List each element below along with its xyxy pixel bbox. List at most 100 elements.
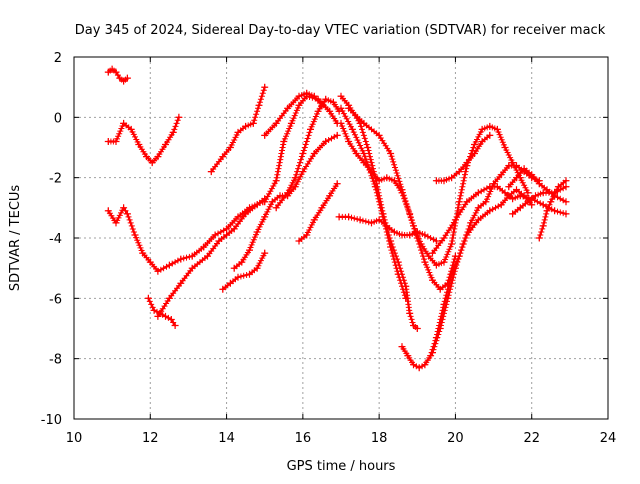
- data-point: [524, 189, 532, 197]
- data-point: [429, 249, 436, 257]
- data-point: [104, 138, 112, 145]
- y-tick-label: 0: [54, 111, 62, 126]
- data-point: [387, 150, 395, 157]
- data-point: [314, 95, 322, 103]
- data-point: [280, 138, 288, 145]
- data-point: [272, 119, 280, 127]
- plot-frame: [73, 56, 609, 420]
- data-point: [120, 119, 128, 127]
- data-point: [246, 270, 253, 278]
- data-point: [162, 312, 169, 320]
- data-point: [562, 198, 570, 206]
- data-point: [474, 189, 482, 197]
- data-point: [436, 325, 444, 332]
- data-point: [509, 195, 517, 203]
- data-point: [547, 198, 555, 206]
- data-point: [337, 92, 345, 100]
- data-point: [421, 231, 429, 239]
- data-point: [150, 306, 158, 314]
- x-tick-label: 18: [371, 431, 388, 446]
- data-point: [299, 150, 307, 157]
- data-point: [261, 249, 269, 257]
- series-arc-2: [104, 113, 183, 167]
- data-point: [551, 207, 559, 215]
- data-point: [387, 243, 395, 251]
- data-point: [120, 77, 128, 85]
- series-markers: [154, 195, 268, 320]
- series-arc-12: [295, 180, 341, 245]
- series-arc-9: [261, 89, 326, 139]
- x-tick-label: 12: [142, 431, 159, 446]
- data-point: [352, 150, 360, 157]
- data-point: [532, 192, 539, 200]
- data-point: [335, 213, 343, 221]
- series-arc-5: [154, 195, 269, 320]
- data-point: [211, 231, 219, 239]
- data-point: [390, 177, 398, 185]
- data-point: [253, 228, 261, 236]
- data-point: [562, 210, 570, 218]
- data-point: [410, 361, 417, 369]
- data-point: [249, 119, 257, 127]
- series-line: [107, 200, 264, 273]
- data-point: [326, 192, 334, 200]
- series-arc-15: [337, 119, 459, 293]
- data-point: [448, 240, 456, 248]
- data-point: [310, 150, 318, 157]
- data-point: [383, 174, 391, 182]
- data-point: [493, 183, 501, 191]
- data-point: [455, 198, 463, 206]
- data-point: [444, 294, 452, 302]
- data-point: [440, 177, 448, 185]
- data-point: [474, 204, 482, 212]
- data-point: [226, 144, 234, 151]
- data-point: [219, 285, 227, 293]
- data-point: [188, 264, 196, 272]
- data-point: [165, 261, 173, 269]
- data-point: [215, 237, 223, 245]
- data-point: [410, 222, 417, 230]
- data-point: [108, 65, 116, 73]
- data-point: [440, 234, 448, 242]
- data-point: [371, 183, 379, 191]
- data-point: [509, 210, 517, 218]
- series-arc-11: [272, 95, 343, 212]
- data-point: [104, 207, 112, 215]
- data-point: [432, 261, 440, 269]
- data-point: [432, 237, 440, 245]
- data-point: [219, 153, 227, 161]
- data-point: [379, 213, 387, 221]
- data-point: [413, 325, 421, 332]
- data-point: [398, 186, 406, 194]
- data-point: [440, 258, 448, 266]
- data-point: [230, 225, 238, 233]
- data-point: [448, 174, 456, 182]
- x-tick-label: 20: [447, 431, 464, 446]
- data-point: [295, 237, 303, 245]
- data-point: [177, 255, 185, 263]
- y-axis-label: SDTVAR / TECUs: [8, 185, 23, 292]
- y-tick-label: -4: [49, 232, 62, 247]
- data-point: [167, 316, 175, 323]
- data-point: [486, 207, 494, 215]
- data-point: [326, 107, 334, 115]
- data-point: [314, 107, 322, 115]
- data-point: [493, 125, 501, 133]
- data-point: [516, 192, 524, 200]
- series-line: [275, 98, 341, 209]
- data-point: [246, 246, 253, 254]
- data-point: [154, 267, 162, 275]
- data-point: [234, 213, 242, 221]
- data-point: [261, 131, 269, 139]
- data-point: [463, 159, 471, 167]
- series-arc-10: [261, 92, 341, 206]
- data-point: [148, 159, 156, 167]
- data-point: [375, 216, 383, 224]
- data-point: [253, 201, 261, 209]
- data-point: [398, 343, 406, 351]
- data-point: [524, 198, 532, 206]
- data-point: [513, 186, 520, 194]
- data-point: [390, 228, 398, 236]
- data-point: [501, 144, 509, 151]
- data-point: [383, 222, 391, 230]
